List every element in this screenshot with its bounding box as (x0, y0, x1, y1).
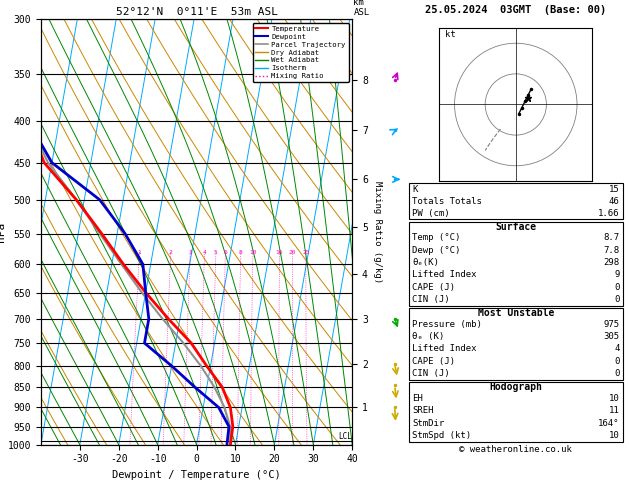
Text: Most Unstable: Most Unstable (477, 308, 554, 318)
Text: Totals Totals: Totals Totals (412, 197, 482, 206)
Text: kt: kt (445, 30, 456, 39)
Text: 10: 10 (249, 250, 257, 255)
Text: 298: 298 (603, 258, 620, 267)
Text: 8.7: 8.7 (603, 233, 620, 242)
Text: Lifted Index: Lifted Index (412, 345, 477, 353)
Text: 25.05.2024  03GMT  (Base: 00): 25.05.2024 03GMT (Base: 00) (425, 4, 606, 15)
X-axis label: Dewpoint / Temperature (°C): Dewpoint / Temperature (°C) (112, 470, 281, 480)
Text: StmDir: StmDir (412, 419, 444, 428)
Text: Surface: Surface (495, 222, 537, 232)
Text: θₑ (K): θₑ (K) (412, 332, 444, 341)
Text: Lifted Index: Lifted Index (412, 270, 477, 279)
Text: 11: 11 (609, 406, 620, 416)
Text: 1: 1 (138, 250, 142, 255)
Legend: Temperature, Dewpoint, Parcel Trajectory, Dry Adiabat, Wet Adiabat, Isotherm, Mi: Temperature, Dewpoint, Parcel Trajectory… (253, 23, 348, 82)
Text: θₑ(K): θₑ(K) (412, 258, 439, 267)
Text: 3: 3 (188, 250, 192, 255)
Text: 10: 10 (609, 432, 620, 440)
Text: 6: 6 (223, 250, 227, 255)
Text: PW (cm): PW (cm) (412, 209, 450, 218)
Text: 4: 4 (614, 345, 620, 353)
Y-axis label: hPa: hPa (0, 222, 6, 242)
Text: Hodograph: Hodograph (489, 382, 542, 392)
Text: LCL: LCL (338, 432, 352, 441)
Text: EH: EH (412, 394, 423, 403)
Text: CIN (J): CIN (J) (412, 369, 450, 378)
Text: 305: 305 (603, 332, 620, 341)
Text: 4: 4 (203, 250, 206, 255)
Text: K: K (412, 185, 418, 194)
Text: StmSpd (kt): StmSpd (kt) (412, 432, 471, 440)
Text: 975: 975 (603, 319, 620, 329)
Text: CAPE (J): CAPE (J) (412, 357, 455, 366)
Title: 52°12'N  0°11'E  53m ASL: 52°12'N 0°11'E 53m ASL (116, 7, 277, 17)
Text: 0: 0 (614, 295, 620, 304)
Text: 7.8: 7.8 (603, 245, 620, 255)
Text: 5: 5 (214, 250, 218, 255)
Text: Dewp (°C): Dewp (°C) (412, 245, 460, 255)
Text: km
ASL: km ASL (353, 0, 370, 17)
Text: 2: 2 (169, 250, 173, 255)
Text: Pressure (mb): Pressure (mb) (412, 319, 482, 329)
Text: 164°: 164° (598, 419, 620, 428)
Text: Temp (°C): Temp (°C) (412, 233, 460, 242)
Text: 9: 9 (614, 270, 620, 279)
Text: 15: 15 (609, 185, 620, 194)
Text: 0: 0 (614, 357, 620, 366)
Text: SREH: SREH (412, 406, 433, 416)
Text: CAPE (J): CAPE (J) (412, 283, 455, 292)
Text: 0: 0 (614, 283, 620, 292)
Y-axis label: Mixing Ratio (g/kg): Mixing Ratio (g/kg) (373, 181, 382, 283)
Text: 16: 16 (276, 250, 283, 255)
Text: © weatheronline.co.uk: © weatheronline.co.uk (459, 445, 572, 454)
Text: 10: 10 (609, 394, 620, 403)
Text: CIN (J): CIN (J) (412, 295, 450, 304)
Text: 0: 0 (614, 369, 620, 378)
Text: 25: 25 (302, 250, 309, 255)
Text: 8: 8 (239, 250, 243, 255)
Text: 20: 20 (289, 250, 296, 255)
Text: 1.66: 1.66 (598, 209, 620, 218)
Text: 46: 46 (609, 197, 620, 206)
